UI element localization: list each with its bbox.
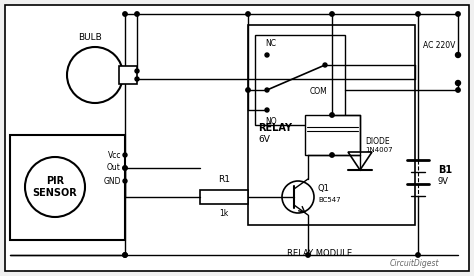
Circle shape xyxy=(123,166,127,170)
Text: Out: Out xyxy=(107,163,121,172)
Circle shape xyxy=(123,153,127,157)
Circle shape xyxy=(265,88,269,92)
Circle shape xyxy=(123,12,127,16)
Text: NO: NO xyxy=(265,118,277,126)
Text: Q1: Q1 xyxy=(318,184,330,193)
Text: COM: COM xyxy=(310,87,328,97)
Text: RELAY: RELAY xyxy=(258,123,292,133)
Circle shape xyxy=(246,88,250,92)
Circle shape xyxy=(246,12,250,16)
Bar xyxy=(255,35,345,125)
Text: 6V: 6V xyxy=(258,136,270,145)
Circle shape xyxy=(330,12,334,16)
Circle shape xyxy=(135,77,139,81)
Text: DIODE: DIODE xyxy=(365,137,390,147)
Bar xyxy=(305,115,360,155)
Circle shape xyxy=(456,88,460,92)
Text: B1: B1 xyxy=(438,165,452,175)
Circle shape xyxy=(456,81,461,86)
Bar xyxy=(119,66,137,84)
Circle shape xyxy=(323,63,327,67)
Circle shape xyxy=(330,113,334,117)
Circle shape xyxy=(416,253,420,257)
Text: 1N4007: 1N4007 xyxy=(365,147,392,153)
Circle shape xyxy=(123,166,127,170)
Circle shape xyxy=(330,153,334,157)
Text: GND: GND xyxy=(103,176,121,185)
Text: BC547: BC547 xyxy=(318,197,341,203)
Text: BULB: BULB xyxy=(78,33,102,41)
Text: PIR
SENSOR: PIR SENSOR xyxy=(33,176,77,198)
Circle shape xyxy=(135,69,139,73)
Circle shape xyxy=(456,12,460,16)
Circle shape xyxy=(123,253,127,257)
Circle shape xyxy=(135,12,139,16)
Text: R1: R1 xyxy=(218,176,230,184)
Text: Vcc: Vcc xyxy=(108,150,121,160)
Bar xyxy=(248,25,415,225)
Circle shape xyxy=(265,53,269,57)
Bar xyxy=(10,135,125,240)
Text: RELAY MODULE: RELAY MODULE xyxy=(287,248,353,258)
Circle shape xyxy=(456,52,461,57)
Circle shape xyxy=(123,179,127,183)
Circle shape xyxy=(123,253,127,257)
Circle shape xyxy=(306,253,310,257)
Text: 9V: 9V xyxy=(438,177,449,187)
Text: NC: NC xyxy=(265,38,276,47)
Circle shape xyxy=(416,12,420,16)
Circle shape xyxy=(265,108,269,112)
Text: AC 220V: AC 220V xyxy=(423,41,455,49)
Bar xyxy=(200,190,248,204)
Text: CircuitDigest: CircuitDigest xyxy=(390,259,439,268)
Text: 1k: 1k xyxy=(219,208,228,217)
Bar xyxy=(183,18,455,266)
